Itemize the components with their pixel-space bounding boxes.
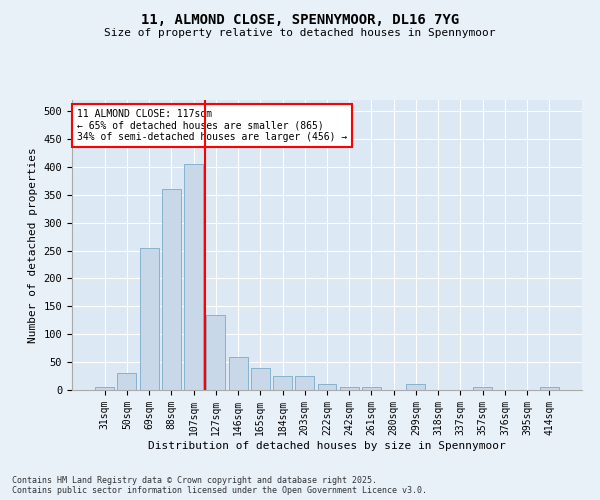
Bar	[140, 248, 158, 390]
Bar	[95, 387, 114, 390]
Bar	[273, 376, 292, 390]
Bar	[340, 387, 359, 390]
Bar	[184, 164, 203, 390]
Bar	[251, 368, 270, 390]
Bar	[473, 387, 492, 390]
Bar	[362, 387, 381, 390]
Text: 11, ALMOND CLOSE, SPENNYMOOR, DL16 7YG: 11, ALMOND CLOSE, SPENNYMOOR, DL16 7YG	[141, 12, 459, 26]
Bar	[118, 374, 136, 390]
X-axis label: Distribution of detached houses by size in Spennymoor: Distribution of detached houses by size …	[148, 440, 506, 450]
Text: Contains HM Land Registry data © Crown copyright and database right 2025.
Contai: Contains HM Land Registry data © Crown c…	[12, 476, 427, 495]
Bar	[206, 314, 225, 390]
Bar	[162, 189, 181, 390]
Bar	[295, 376, 314, 390]
Bar	[317, 384, 337, 390]
Bar	[229, 356, 248, 390]
Text: Size of property relative to detached houses in Spennymoor: Size of property relative to detached ho…	[104, 28, 496, 38]
Bar	[406, 384, 425, 390]
Text: 11 ALMOND CLOSE: 117sqm
← 65% of detached houses are smaller (865)
34% of semi-d: 11 ALMOND CLOSE: 117sqm ← 65% of detache…	[77, 108, 347, 142]
Bar	[540, 387, 559, 390]
Y-axis label: Number of detached properties: Number of detached properties	[28, 147, 38, 343]
